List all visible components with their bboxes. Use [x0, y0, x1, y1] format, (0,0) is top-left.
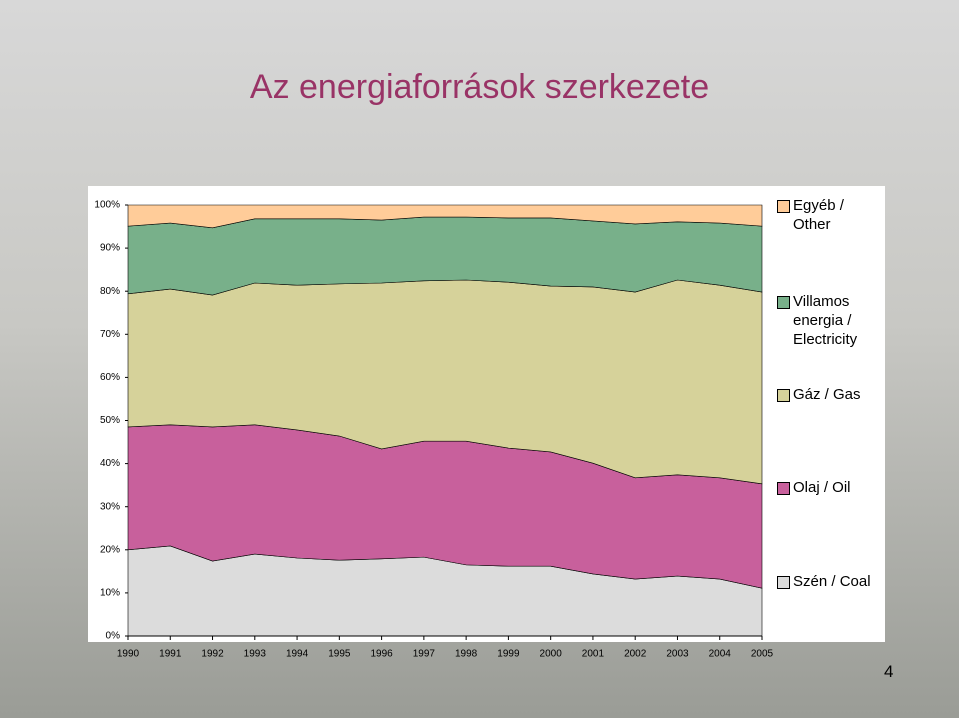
legend-key — [777, 482, 790, 495]
legend-label: Olaj / Oil — [793, 479, 851, 496]
y-tick-label: 50% — [100, 415, 120, 426]
y-tick-label: 60% — [100, 372, 120, 383]
x-tick-label: 1998 — [455, 649, 478, 660]
y-tick-label: 80% — [100, 286, 120, 297]
y-tick-label: 30% — [100, 501, 120, 512]
y-tick-label: 100% — [94, 200, 120, 211]
legend-key — [777, 389, 790, 402]
legend-label: Szén / Coal — [793, 573, 871, 590]
y-tick-label: 10% — [100, 588, 120, 599]
x-tick-label: 1999 — [497, 649, 520, 660]
x-tick-label: 1992 — [201, 649, 224, 660]
x-tick-label: 1996 — [370, 649, 393, 660]
y-tick-label: 90% — [100, 243, 120, 254]
legend-key — [777, 200, 790, 213]
x-tick-label: 2002 — [624, 649, 647, 660]
y-tick-label: 70% — [100, 329, 120, 340]
y-tick-label: 20% — [100, 544, 120, 555]
x-tick-label: 1997 — [413, 649, 436, 660]
x-tick-label: 2000 — [540, 649, 563, 660]
y-tick-label: 0% — [106, 631, 121, 642]
x-tick-label: 1993 — [244, 649, 267, 660]
x-tick-label: 2004 — [709, 649, 732, 660]
legend-label: Egyéb / Other — [793, 197, 844, 233]
page-number: 4 — [884, 662, 894, 681]
x-tick-label: 1994 — [286, 649, 309, 660]
x-tick-label: 1991 — [159, 649, 182, 660]
y-tick-label: 40% — [100, 458, 120, 469]
legend-key — [777, 296, 790, 309]
x-tick-label: 1990 — [117, 649, 140, 660]
x-tick-label: 1995 — [328, 649, 351, 660]
x-tick-label: 2003 — [666, 649, 689, 660]
legend-key — [777, 576, 790, 589]
x-tick-label: 2001 — [582, 649, 605, 660]
x-tick-label: 2005 — [751, 649, 774, 660]
legend-label: Villamos energia / Electricity — [793, 293, 858, 348]
legend-label: Gáz / Gas — [793, 386, 861, 403]
slide-title: Az energiaforrások szerkezete — [249, 68, 710, 106]
area — [127, 204, 763, 229]
